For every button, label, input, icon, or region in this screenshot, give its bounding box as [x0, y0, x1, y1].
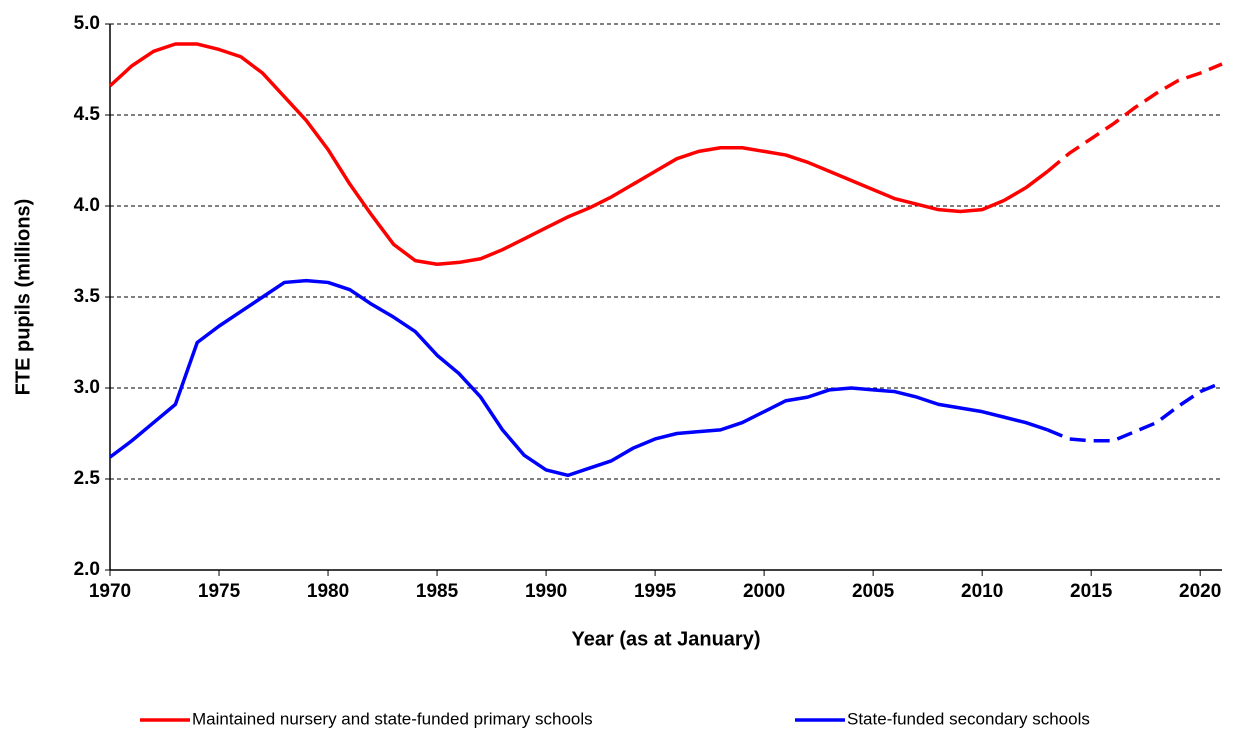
x-tick-label: 1975: [198, 581, 241, 602]
y-tick-label: 4.0: [74, 195, 100, 216]
x-tick-label: 2020: [1179, 581, 1221, 602]
x-tick-label: 2000: [743, 581, 785, 602]
x-tick-label: 2005: [852, 581, 895, 602]
y-tick-label: 2.5: [74, 468, 101, 489]
y-tick-label: 4.5: [74, 104, 101, 125]
y-tick-label: 2.0: [74, 559, 100, 580]
x-tick-label: 1970: [89, 581, 131, 602]
y-tick-label: 3.0: [74, 377, 100, 398]
projection-line: [1046, 380, 1223, 443]
y-axis-title: FTE pupils (millions): [12, 199, 34, 396]
projection-line: [1046, 62, 1223, 173]
x-tick-label: 1995: [634, 581, 677, 602]
x-tick-label: 2010: [961, 581, 1003, 602]
y-tick-label: 3.5: [74, 286, 101, 307]
legend-label: State-funded secondary schools: [847, 709, 1090, 728]
x-tick-label: 1990: [525, 581, 567, 602]
series-line: [108, 278, 1049, 478]
x-tick-label: 1980: [307, 581, 349, 602]
legend-label: Maintained nursery and state-funded prim…: [192, 709, 593, 728]
y-tick-label: 5.0: [74, 13, 100, 34]
x-tick-label: 2015: [1070, 581, 1113, 602]
x-axis-title: Year (as at January): [572, 628, 761, 650]
series-line: [108, 42, 1049, 266]
x-tick-label: 1985: [416, 581, 459, 602]
